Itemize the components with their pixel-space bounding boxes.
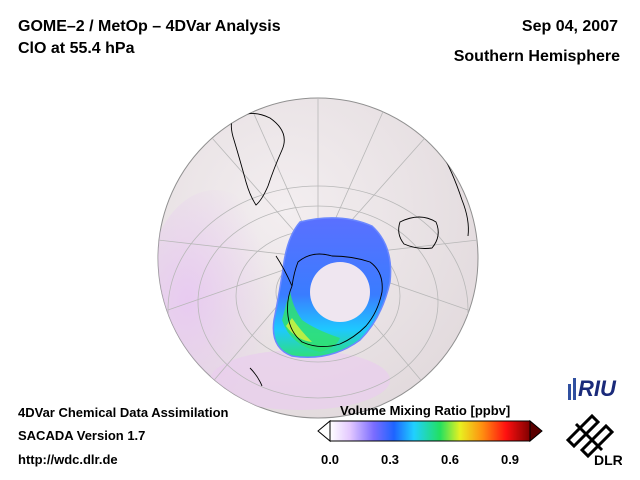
footer-line1: 4DVar Chemical Data Assimilation (18, 405, 229, 420)
riu-logo: RIU (568, 376, 617, 401)
footer-line2: SACADA Version 1.7 (18, 428, 146, 443)
vortex-peak-zone (286, 318, 312, 342)
colorbar-max-arrow (529, 419, 543, 443)
colorbar-min-arrow (317, 419, 331, 443)
region-label: Southern Hemisphere (453, 48, 620, 65)
colorbar (317, 419, 543, 443)
colorbar-tick-label: 0.0 (320, 452, 340, 467)
colorbar-tick-label: 0.9 (500, 452, 520, 467)
colorbar-tick-label: 0.6 (440, 452, 460, 467)
south-america-outline (230, 113, 285, 206)
colorbar-title: Volume Mixing Ratio [ppbv] (340, 403, 511, 418)
antarctica-outline (287, 253, 383, 347)
title-line2: ClO at 55.4 hPa (18, 40, 135, 57)
clo-vortex (272, 217, 392, 359)
title-line1: GOME–2 / MetOp – 4DVar Analysis (18, 18, 281, 35)
colorbar-tick-label: 0.3 (380, 452, 400, 467)
clo-haze-south (210, 350, 390, 410)
dlr-logo: DLR (565, 413, 622, 468)
vortex-inner-hole (310, 262, 370, 322)
australia-outline (398, 216, 439, 249)
footer-link[interactable]: http://wdc.dlr.de (18, 452, 118, 467)
riu-logo-text: RIU (578, 376, 617, 401)
new-zealand-outline (249, 367, 263, 387)
antarctic-peninsula (275, 255, 293, 287)
date-label: Sep 04, 2007 (521, 18, 618, 35)
dlr-logo-text: DLR (594, 452, 622, 468)
colorbar-gradient (329, 420, 531, 442)
